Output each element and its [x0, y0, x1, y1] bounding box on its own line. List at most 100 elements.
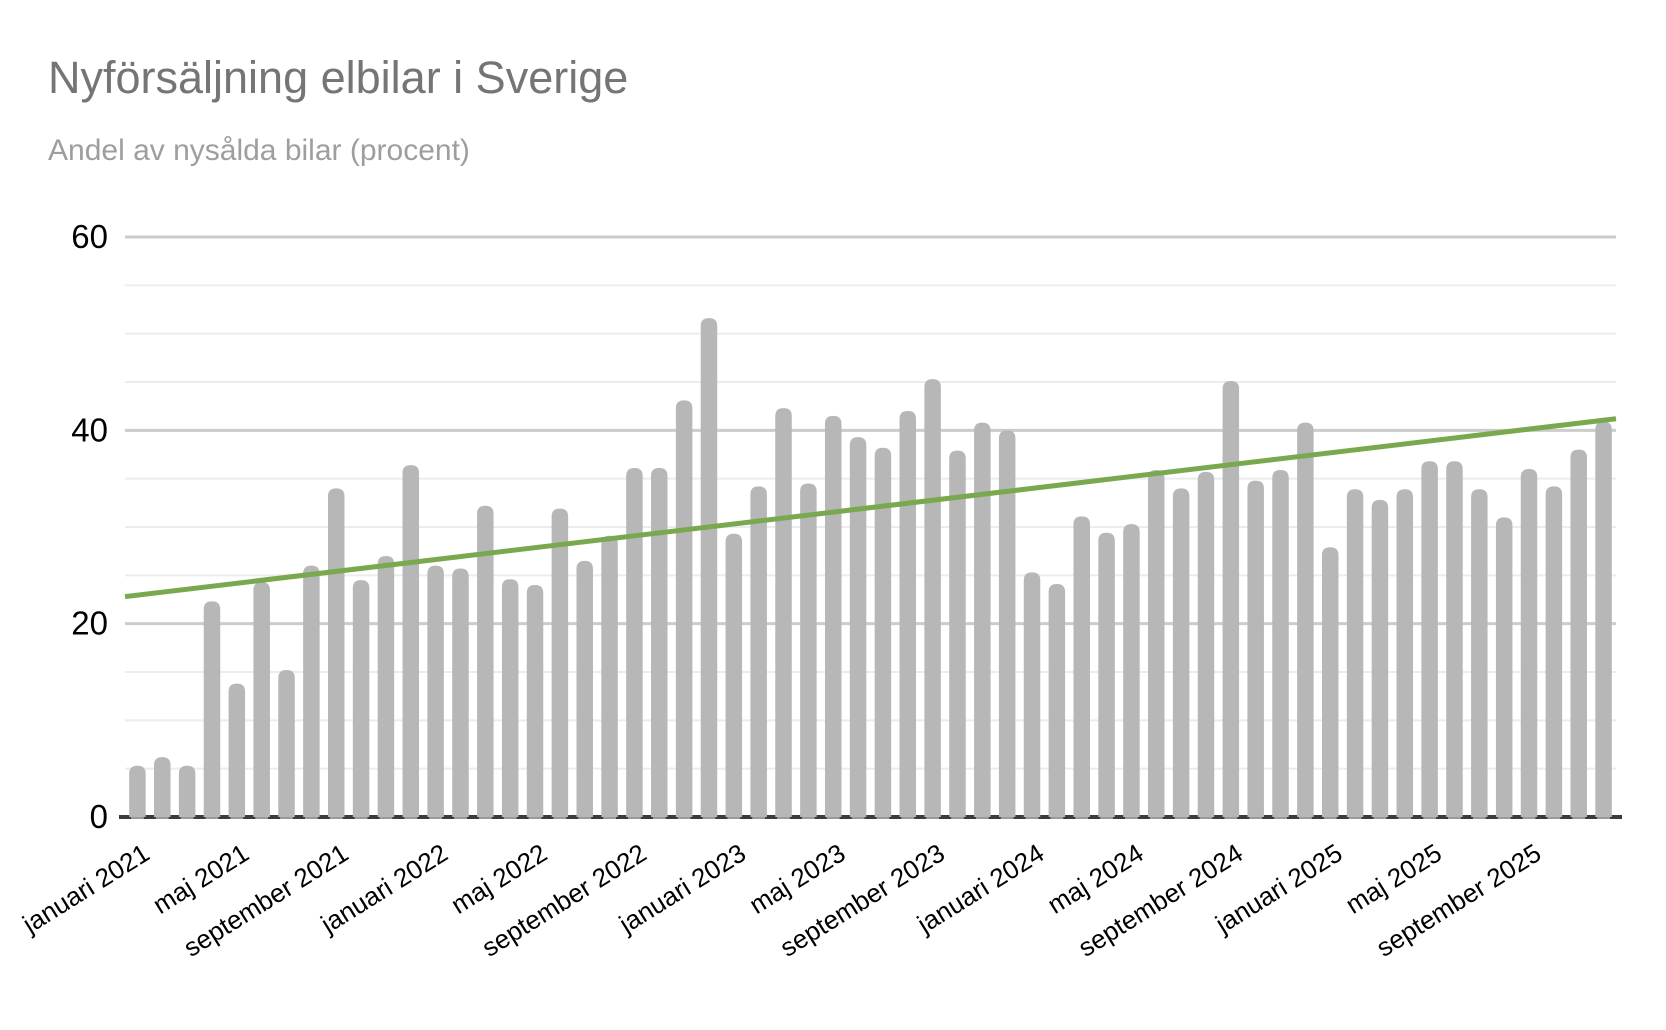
bar-maj 2021[interactable] — [228, 683, 246, 817]
x-axis-tick — [1610, 815, 1622, 819]
bar-maj 2023[interactable] — [824, 415, 842, 817]
x-axis-tick — [1013, 815, 1026, 819]
x-axis-tick — [1237, 815, 1250, 819]
bar-augusti 2025[interactable] — [1495, 517, 1513, 817]
bar-september 2023[interactable] — [924, 379, 941, 817]
x-axis-tick — [963, 815, 976, 819]
x-axis-tick — [665, 815, 678, 819]
bar-juni 2022[interactable] — [551, 508, 569, 817]
bar-februari 2023[interactable] — [750, 486, 767, 817]
bar-oktober 2022[interactable] — [651, 468, 668, 817]
x-axis-label: september 2025 — [1371, 838, 1546, 963]
bar-juli 2021[interactable] — [278, 670, 295, 817]
x-axis-tick — [442, 815, 455, 819]
y-axis-label: 0 — [90, 798, 108, 835]
x-axis-tick — [367, 815, 380, 819]
bar-september 2025[interactable] — [1520, 468, 1538, 817]
bar-oktober 2024[interactable] — [1247, 480, 1264, 817]
bar-februari 2025[interactable] — [1346, 489, 1364, 817]
x-axis-tick — [914, 815, 927, 819]
bar-oktober 2025[interactable] — [1545, 486, 1563, 817]
bar-januari 2025[interactable] — [1321, 547, 1339, 817]
x-axis-tick — [193, 815, 206, 819]
bar-juni 2024[interactable] — [1148, 469, 1165, 817]
bar-november 2024[interactable] — [1272, 469, 1289, 817]
bar-augusti 2023[interactable] — [899, 410, 917, 817]
x-axis-tick — [119, 815, 131, 819]
bar-december 2024[interactable] — [1297, 422, 1314, 817]
bar-juni 2023[interactable] — [849, 437, 867, 817]
bar-januari 2021[interactable] — [129, 765, 146, 817]
x-axis-tick — [839, 815, 852, 819]
x-axis-tick — [1411, 815, 1424, 819]
x-axis-tick — [292, 815, 305, 819]
bar-maj 2024[interactable] — [1123, 524, 1140, 817]
bar-maj 2025[interactable] — [1421, 461, 1438, 817]
bar-juli 2024[interactable] — [1172, 488, 1190, 817]
bar-januari 2022[interactable] — [427, 565, 444, 817]
x-axis-tick — [1212, 815, 1225, 819]
x-axis-tick — [864, 815, 877, 819]
bar-april 2022[interactable] — [501, 579, 519, 817]
bar-augusti 2024[interactable] — [1197, 471, 1215, 817]
bar-mars 2023[interactable] — [775, 408, 792, 817]
bar-juli 2022[interactable] — [576, 560, 593, 817]
x-axis-tick — [1510, 815, 1523, 819]
bar-maj 2022[interactable] — [526, 584, 544, 817]
bar-april 2023[interactable] — [800, 483, 817, 817]
bar-juni 2021[interactable] — [253, 582, 270, 817]
bar-december 2023[interactable] — [998, 430, 1016, 817]
chart-subtitle: Andel av nysålda bilar (procent) — [48, 134, 470, 167]
bar-augusti 2022[interactable] — [601, 535, 618, 817]
chart-title: Nyförsäljning elbilar i Sverige — [48, 52, 629, 103]
bar-november 2025[interactable] — [1570, 449, 1587, 817]
x-axis-tick — [1336, 815, 1349, 819]
x-axis-tick — [516, 815, 529, 819]
bar-mars 2024[interactable] — [1073, 516, 1090, 817]
bar-december 2025[interactable] — [1595, 421, 1612, 817]
bar-oktober 2021[interactable] — [352, 580, 370, 817]
x-axis-tick — [1286, 815, 1299, 819]
x-axis-tick — [1088, 815, 1101, 819]
bar-september 2021[interactable] — [327, 488, 345, 817]
x-axis-label: september 2022 — [476, 838, 651, 963]
bar-juni 2025[interactable] — [1446, 461, 1463, 817]
bar-april 2021[interactable] — [203, 601, 221, 817]
bar-oktober 2023[interactable] — [949, 450, 966, 817]
bar-december 2021[interactable] — [402, 465, 420, 817]
x-axis-tick — [1187, 815, 1200, 819]
x-axis-tick — [417, 815, 430, 819]
x-axis-tick — [1038, 815, 1051, 819]
y-axis-label: 40 — [71, 411, 108, 448]
bar-augusti 2021[interactable] — [303, 565, 320, 817]
bar-november 2022[interactable] — [675, 400, 693, 817]
bar-november 2021[interactable] — [377, 555, 395, 817]
bar-februari 2021[interactable] — [154, 757, 171, 817]
trendline — [124, 416, 1617, 600]
bar-december 2022[interactable] — [700, 318, 718, 817]
x-axis-tick — [814, 815, 827, 819]
bar-april 2024[interactable] — [1098, 532, 1115, 817]
x-axis-tick — [218, 815, 231, 819]
bar-januari 2024[interactable] — [1023, 572, 1041, 817]
bar-februari 2022[interactable] — [452, 568, 469, 817]
bar-september 2024[interactable] — [1222, 381, 1240, 817]
x-axis-tick — [765, 815, 778, 819]
x-axis-tick — [466, 815, 479, 819]
bar-juli 2023[interactable] — [874, 447, 892, 817]
bar-november 2023[interactable] — [974, 422, 991, 817]
x-axis-tick — [491, 815, 504, 819]
bar-mars 2022[interactable] — [477, 505, 494, 817]
bar-mars 2021[interactable] — [178, 765, 196, 817]
bar-januari 2023[interactable] — [725, 533, 743, 817]
bar-juli 2025[interactable] — [1471, 489, 1488, 817]
bar-september 2022[interactable] — [626, 468, 643, 817]
x-axis-tick — [1460, 815, 1473, 819]
bar-februari 2024[interactable] — [1048, 584, 1066, 817]
x-axis-label: september 2023 — [775, 838, 950, 963]
x-axis-tick — [268, 815, 281, 819]
bar-mars 2025[interactable] — [1371, 499, 1389, 817]
x-axis-label: september 2024 — [1073, 838, 1248, 963]
bar-april 2025[interactable] — [1396, 489, 1414, 817]
